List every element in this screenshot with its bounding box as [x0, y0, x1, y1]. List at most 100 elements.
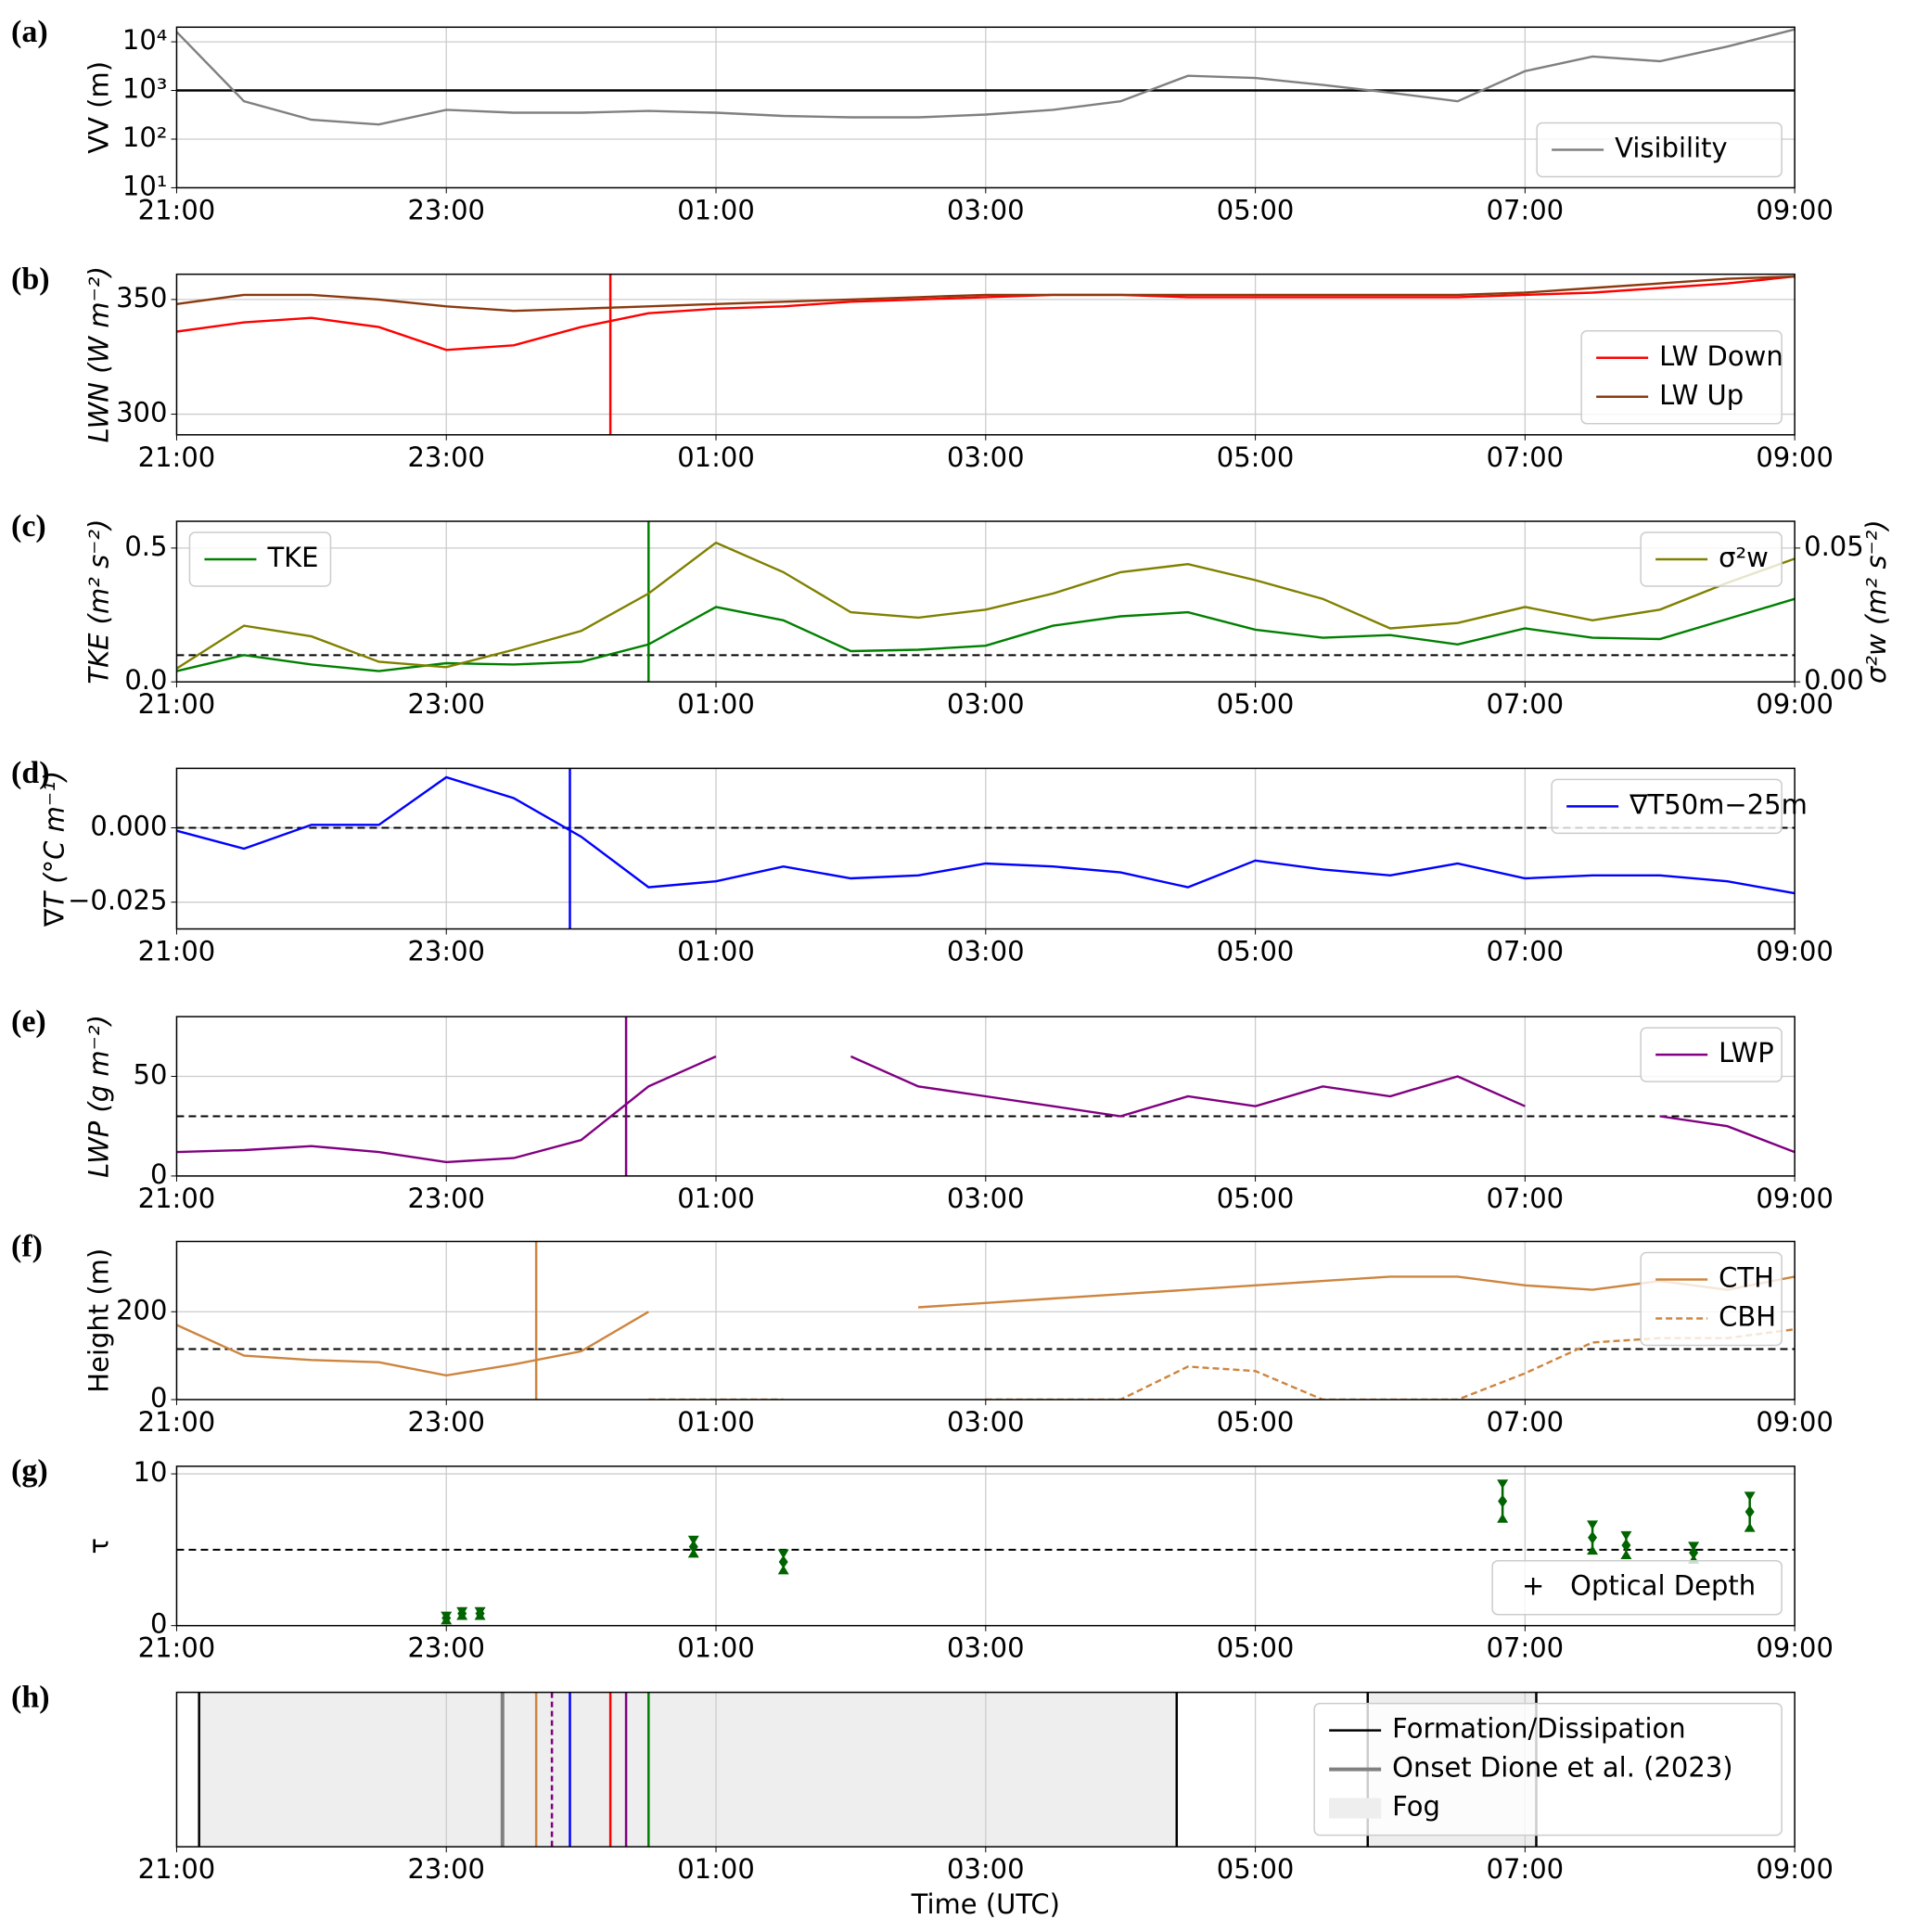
frame — [175, 1016, 1796, 1177]
y-axis-label: LWN (W m⁻²) — [83, 266, 114, 442]
panel-label: (g) — [11, 1454, 48, 1489]
x-tick-label: 03:00 — [947, 1183, 1025, 1214]
error-cap — [456, 1606, 468, 1620]
frame — [175, 1465, 1796, 1627]
legend-label: LW Up — [1659, 379, 1744, 411]
x-tick-label: 05:00 — [1217, 1183, 1295, 1214]
legend-label: Visibility — [1615, 132, 1728, 163]
panel: 21:00 23:00 01:00 03:00 05:00 07:00 09:00 0.000… — [11, 756, 1834, 966]
legend-label: σ²w — [1719, 542, 1769, 573]
x-tick-label: 05:00 — [1217, 688, 1295, 720]
plot-area — [176, 768, 1796, 929]
x-tick-label: 05:00 — [1217, 1406, 1295, 1438]
legend-box — [1640, 1251, 1783, 1347]
series-line — [648, 1328, 1796, 1400]
x-tick-label: 05:00 — [1217, 1632, 1295, 1664]
legend-label: Formation/Dissipation — [1392, 1713, 1686, 1745]
x-tick-label: 01:00 — [677, 936, 755, 967]
y-axis-label: LWP (g m⁻²) — [83, 1015, 114, 1178]
x-tick-label: 21:00 — [138, 1853, 216, 1885]
x-tick-label: 23:00 — [407, 936, 485, 967]
x-tick-label: 09:00 — [1756, 688, 1834, 720]
frame — [175, 273, 1796, 436]
panel: 21:00 23:00 01:00 03:00 05:00 07:00 09:00 (h) Ti… — [11, 1680, 1834, 1920]
legend-swatch — [1329, 1798, 1382, 1819]
y-tick-label: 0 — [150, 1382, 167, 1414]
x-tick-label: 05:00 — [1217, 194, 1295, 225]
x-tick-label: 07:00 — [1487, 194, 1565, 225]
legend-label: LWP — [1719, 1037, 1774, 1068]
x-tick-label: 01:00 — [677, 194, 755, 225]
legend: LW Down LW Up — [1580, 330, 1783, 425]
error-cap — [777, 1549, 789, 1575]
x-tick-label: 01:00 — [677, 1406, 755, 1438]
panel: 21:00 23:00 01:00 03:00 05:00 07:00 09:00 0 10 (g… — [11, 1454, 1834, 1664]
x-tick-label: 05:00 — [1217, 936, 1295, 967]
plot-area — [176, 1241, 1796, 1400]
y-tick-label: 10² — [122, 122, 168, 153]
x-tick-label: 21:00 — [138, 688, 216, 720]
series-line — [176, 1055, 1796, 1164]
legend-swatch: + — [1522, 1570, 1544, 1602]
y-axis-label: TKE (m² s⁻²) — [83, 519, 114, 685]
legend-label: CBH — [1719, 1300, 1776, 1332]
y-axis-label: τ — [83, 1538, 114, 1554]
frame — [175, 767, 1796, 930]
x-tick-label: 01:00 — [677, 1632, 755, 1664]
error-cap — [687, 1535, 699, 1558]
x-tick-label: 23:00 — [407, 1183, 485, 1214]
error-cap — [1744, 1491, 1756, 1532]
x-tick-label: 07:00 — [1487, 1406, 1565, 1438]
y-tick-label: 0.5 — [124, 531, 167, 562]
x-tick-label: 21:00 — [138, 194, 216, 225]
y-tick-label: 10¹ — [122, 170, 168, 201]
series-line — [176, 541, 1796, 670]
panel-label: (a) — [11, 15, 48, 49]
panel-label: (c) — [11, 509, 46, 544]
x-tick-label: 03:00 — [947, 194, 1025, 225]
y-tick-label: 300 — [116, 397, 167, 429]
x-tick-label: 01:00 — [677, 688, 755, 720]
frame — [175, 26, 1796, 189]
x-axis-label: Time (UTC) — [911, 1888, 1060, 1920]
point — [475, 1606, 485, 1620]
y-tick-label: 10³ — [122, 73, 168, 105]
y-tick-label: 350 — [116, 282, 167, 313]
y-axis-label: Height (m) — [83, 1248, 114, 1393]
panel: 21:00 23:00 01:00 03:00 05:00 07:00 09:00 0 200 (… — [11, 1229, 1834, 1438]
legend-box — [1640, 531, 1783, 587]
legend: Formation/Dissipation Onset Dione et al. … — [1313, 1702, 1783, 1836]
x-tick-label: 03:00 — [947, 688, 1025, 720]
x-tick-label: 23:00 — [407, 1406, 485, 1438]
y-tick-label: 0 — [150, 1158, 167, 1190]
legend-label: Onset Dione et al. (2023) — [1392, 1752, 1732, 1784]
plot-area — [176, 274, 1796, 435]
y-axis-label: VV (m) — [83, 61, 114, 154]
legend-box — [1491, 1559, 1783, 1616]
point — [778, 1555, 788, 1568]
panel: 21:00 23:00 01:00 03:00 05:00 07:00 09:00 0.0 0.… — [11, 509, 1892, 720]
panel-label: (h) — [11, 1680, 50, 1714]
frame — [175, 1240, 1796, 1401]
x-tick-label: 05:00 — [1217, 1853, 1295, 1885]
x-tick-label: 09:00 — [1756, 194, 1834, 225]
legend: CTH CBH — [1640, 1251, 1783, 1347]
fog-span — [198, 1692, 1177, 1848]
error-cap — [1688, 1542, 1700, 1564]
legend: LWP — [1640, 1027, 1783, 1082]
panel: 21:00 23:00 01:00 03:00 05:00 07:00 09:00 10¹ 10… — [11, 15, 1834, 225]
x-tick-label: 09:00 — [1756, 1853, 1834, 1885]
x-tick-label: 23:00 — [407, 1632, 485, 1664]
x-tick-label: 07:00 — [1487, 688, 1565, 720]
series-line — [176, 597, 1796, 672]
x-tick-label: 09:00 — [1756, 1632, 1834, 1664]
plot-area — [176, 521, 1796, 683]
x-tick-label: 23:00 — [407, 688, 485, 720]
y-axis-label: ∇T (°C m⁻¹) — [38, 771, 70, 928]
legend-label: TKE — [266, 542, 318, 573]
legend-label: Optical Depth — [1570, 1570, 1756, 1602]
point — [457, 1606, 467, 1620]
point — [1744, 1504, 1755, 1518]
legend-box — [1580, 330, 1783, 425]
